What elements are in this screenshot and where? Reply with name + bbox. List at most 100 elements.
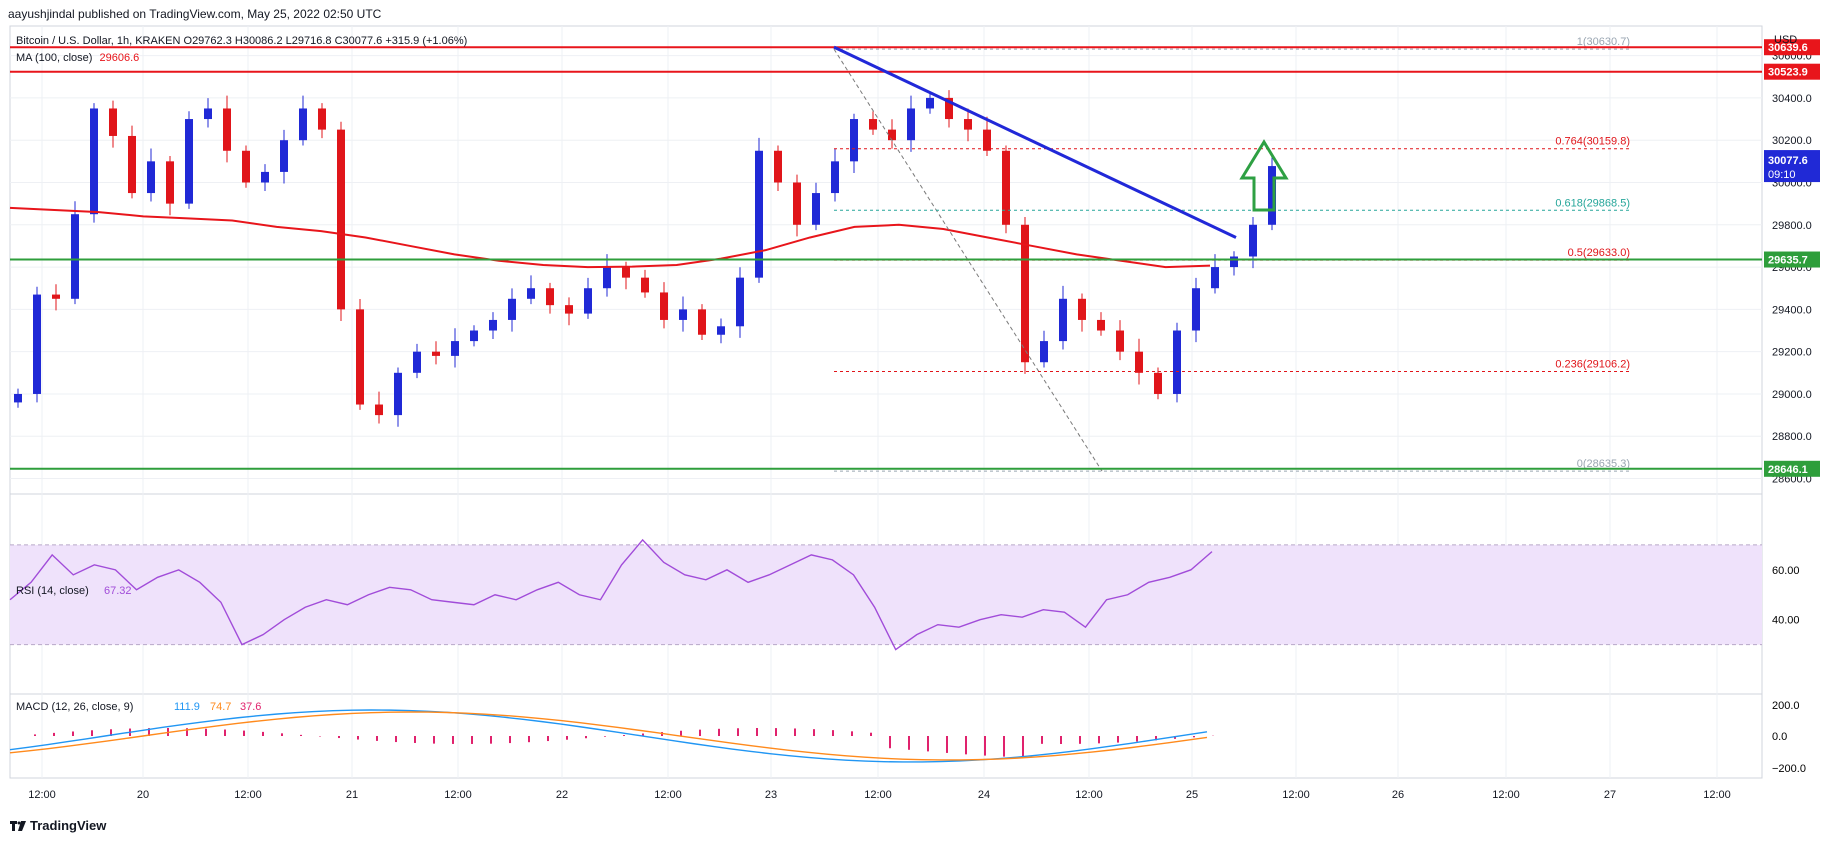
macd-tick: 200.0 [1772,700,1800,712]
candle-body [831,161,839,194]
fib-level-label: 0(28635.3) [1577,458,1630,470]
fib-diagonal [833,48,1103,472]
candle-body [489,319,497,331]
horizontal-levels: 30639.6 30523.9 29635.7 28646.1 [10,39,1820,477]
fib-level-label: 1(30630.7) [1577,36,1630,48]
macd-hist-value: 37.6 [240,701,261,713]
candle-body [299,108,307,141]
tradingview-brand: TradingView [30,818,107,833]
rsi-label: RSI (14, close) [16,585,89,597]
candle-body [717,326,725,335]
candle-body [850,119,858,162]
candle-body [1268,166,1276,225]
rsi-tick: 60.00 [1772,565,1800,577]
time-axis: 12:00 20 12:00 21 12:00 22 12:00 23 12:00 24 12:00… [28,789,1731,801]
time-tick: 27 [1604,789,1616,801]
support-1-price: 29635.7 [1768,255,1808,267]
candle-body [470,330,478,342]
axis-currency: USD [1774,34,1798,46]
candle-body [33,294,41,394]
candle-body [1135,351,1143,373]
time-tick: 25 [1186,789,1198,801]
candle-body [1154,372,1162,394]
time-tick: 20 [137,789,149,801]
rsi-value: 67.32 [104,585,132,597]
resistance-1-tag [1764,39,1820,56]
price-tick: 29200.0 [1772,347,1812,359]
candles [14,90,1276,427]
candle-body [1230,256,1238,268]
ma-legend-label: MA (100, close) [16,52,93,64]
ma-legend: MA (100, close) 29606.6 [16,52,139,64]
candle-body [983,129,991,151]
candle-body [945,97,953,120]
macd-signal-value: 74.7 [210,701,231,713]
time-tick: 24 [978,789,990,801]
time-tick: 12:00 [234,789,262,801]
last-price-tag [1764,150,1820,183]
tradingview-logo[interactable]: TradingView [10,818,106,833]
candle-body [755,150,763,278]
support-2-price: 28646.1 [1768,464,1808,476]
candle-body [812,193,820,225]
frame [9,25,1763,779]
candle-body [261,171,269,183]
candle-body [413,351,421,373]
candle-body [1116,330,1124,352]
upward-arrow-icon [1239,139,1289,212]
candle-body [584,288,592,314]
fib-level-label: 0.236(29106.2) [1555,358,1630,370]
candle-body [565,305,573,314]
candle-body [964,119,972,130]
candle-body [736,277,744,327]
candle-body [14,393,22,403]
time-tick: 12:00 [1703,789,1731,801]
macd-label: MACD (12, 26, close, 9) [16,701,133,713]
price-tick: 30200.0 [1772,135,1812,147]
macd-line [9,709,1208,763]
rsi-band [10,544,1762,645]
rsi-pane: RSI (14, close) 67.32 60.00 40.00 [9,538,1800,651]
resistance-1-price: 30639.6 [1768,42,1808,54]
candle-body [52,294,60,299]
publisher-line: aayushjindal published on TradingView.co… [8,7,382,21]
grid [10,26,1762,778]
resistance-2-price: 30523.9 [1768,67,1808,79]
price-tick: 29000.0 [1772,389,1812,401]
price-tick: 29400.0 [1772,304,1812,316]
macd-signal-line [9,711,1208,761]
rsi-line [9,538,1213,651]
fib-level-label: 0.5(29633.0) [1568,247,1630,259]
candle-body [793,182,801,225]
time-tick: 12:00 [28,789,56,801]
candle-body [356,309,364,405]
fibonacci: 1(30630.7) 0.764(30159.8) 0.618(29868.5) 0.… [833,36,1632,472]
macd-tick: 0.0 [1772,731,1787,743]
rsi-tick: 40.00 [1772,615,1800,627]
time-tick: 23 [765,789,777,801]
time-tick: 12:00 [444,789,472,801]
candle-body [375,404,383,416]
candle-body [109,108,117,136]
time-tick: 12:00 [864,789,892,801]
candle-body [432,351,440,356]
candle-body [1078,298,1086,320]
time-tick: 12:00 [1075,789,1103,801]
candle-body [1211,267,1219,289]
candle-body [280,140,288,172]
last-price-countdown: 09:10 [1768,169,1796,181]
price-tick: 29800.0 [1772,220,1812,232]
candle-body [546,288,554,306]
candle-body [451,341,459,356]
candle-body [508,298,516,320]
candle-body [242,150,250,183]
candle-body [1249,224,1257,257]
candle-body [698,309,706,335]
candle-body [660,292,668,320]
fib-level-label: 0.618(29868.5) [1555,197,1630,209]
candle-body [1097,319,1105,331]
time-tick: 26 [1392,789,1404,801]
candle-body [679,309,687,320]
candle-body [337,129,345,310]
